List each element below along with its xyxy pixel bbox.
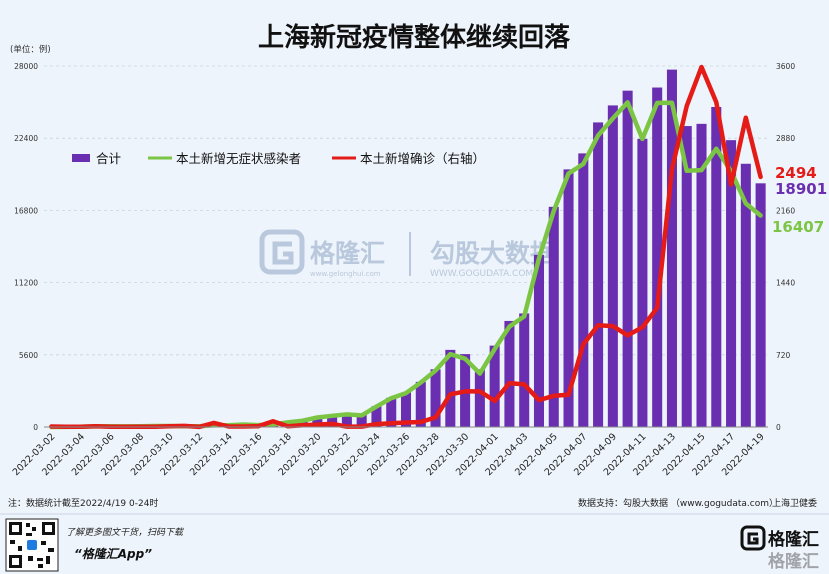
legend-label-confirmed: 本土新增确诊（右轴）: [360, 151, 485, 166]
bar-total: [681, 126, 692, 427]
promo-line-1: 了解更多图文干货，扫码下载: [66, 527, 184, 538]
line-series: [49, 64, 763, 430]
bar-total: [504, 320, 515, 427]
bar-total: [666, 69, 677, 427]
bar-total: [607, 105, 618, 428]
y-tick-label-left: 0: [33, 423, 38, 432]
bar-total: [400, 392, 412, 427]
bar-total: [327, 415, 338, 427]
bar-total: [593, 122, 604, 428]
y-tick-label-left: 5600: [19, 351, 38, 360]
bar-total: [711, 106, 722, 428]
bar-total: [696, 123, 707, 427]
bar-total: [371, 406, 382, 427]
y-tick-label-right: 2160: [776, 206, 795, 215]
y-tick-label-left: 22400: [14, 134, 38, 143]
bar-total: [578, 153, 589, 427]
bar-total: [755, 183, 766, 427]
bar-total: [519, 313, 530, 427]
end-label-total: 18901: [775, 180, 827, 198]
legend-label-total: 合计: [96, 151, 121, 166]
y-tick-label-right: 3600: [776, 62, 795, 71]
legend-label-asymptomatic: 本土新增无症状感染者: [176, 151, 301, 166]
bar-total: [386, 397, 397, 427]
bar-total: [726, 140, 737, 427]
bar-total: [430, 369, 441, 427]
bar-total: [489, 345, 500, 427]
bar-total: [474, 369, 485, 427]
y-tick-label-left: 11200: [14, 279, 38, 288]
line-confirmed: [49, 64, 763, 430]
brand-logo-icon: [740, 525, 766, 551]
end-label-confirmed: 2494: [775, 164, 817, 182]
bar-total: [356, 414, 367, 427]
qr-code-icon: [5, 518, 59, 572]
footer-note: 注：数据统计截至2022/4/19 0-24时: [8, 497, 158, 509]
y-tick-label-left: 28000: [14, 62, 38, 71]
y-tick-label-right: 1440: [776, 279, 795, 288]
bar-total: [533, 254, 545, 427]
gelonghui-logo-icon: [259, 229, 305, 275]
promo-line-2: “格隆汇App”: [74, 547, 152, 561]
footer-support: 数据支持：勾股大数据 （www.gogudata.com）: [578, 497, 778, 509]
watermark-brand-url: www.gelonghui.com: [310, 270, 381, 278]
y-tick-label-right: 0: [776, 423, 781, 432]
bar-total: [415, 381, 426, 427]
y-tick-label-right: 720: [776, 351, 791, 360]
footer-source: 上海卫健委: [772, 497, 817, 509]
bar-total: [622, 90, 633, 427]
promo-brand-reflection: 格隆汇: [768, 551, 819, 572]
bar-total: [563, 169, 574, 427]
watermark-brand: 格隆汇: [310, 239, 385, 268]
bar-total: [445, 349, 456, 427]
unit-label: (单位：例): [10, 44, 51, 55]
bar-total: [341, 414, 352, 427]
y-tick-label-left: 16800: [14, 206, 38, 215]
promo-brand: 格隆汇: [768, 529, 819, 550]
bar-total: [637, 138, 648, 427]
bar-total: [740, 163, 751, 427]
legend: 合计 本土新增无症状感染者 本土新增确诊（右轴）: [72, 151, 485, 166]
bar-total: [312, 417, 323, 427]
chart-title: 上海新冠疫情整体继续回落: [258, 22, 571, 53]
end-label-asymptomatic: 16407: [772, 218, 824, 236]
bar-total: [548, 206, 559, 427]
legend-swatch-bar: [72, 154, 90, 162]
y-tick-label-right: 2880: [776, 134, 795, 143]
watermark-data-url: WWW.GOGUDATA.COM: [430, 269, 533, 279]
bar-total: [652, 87, 663, 428]
